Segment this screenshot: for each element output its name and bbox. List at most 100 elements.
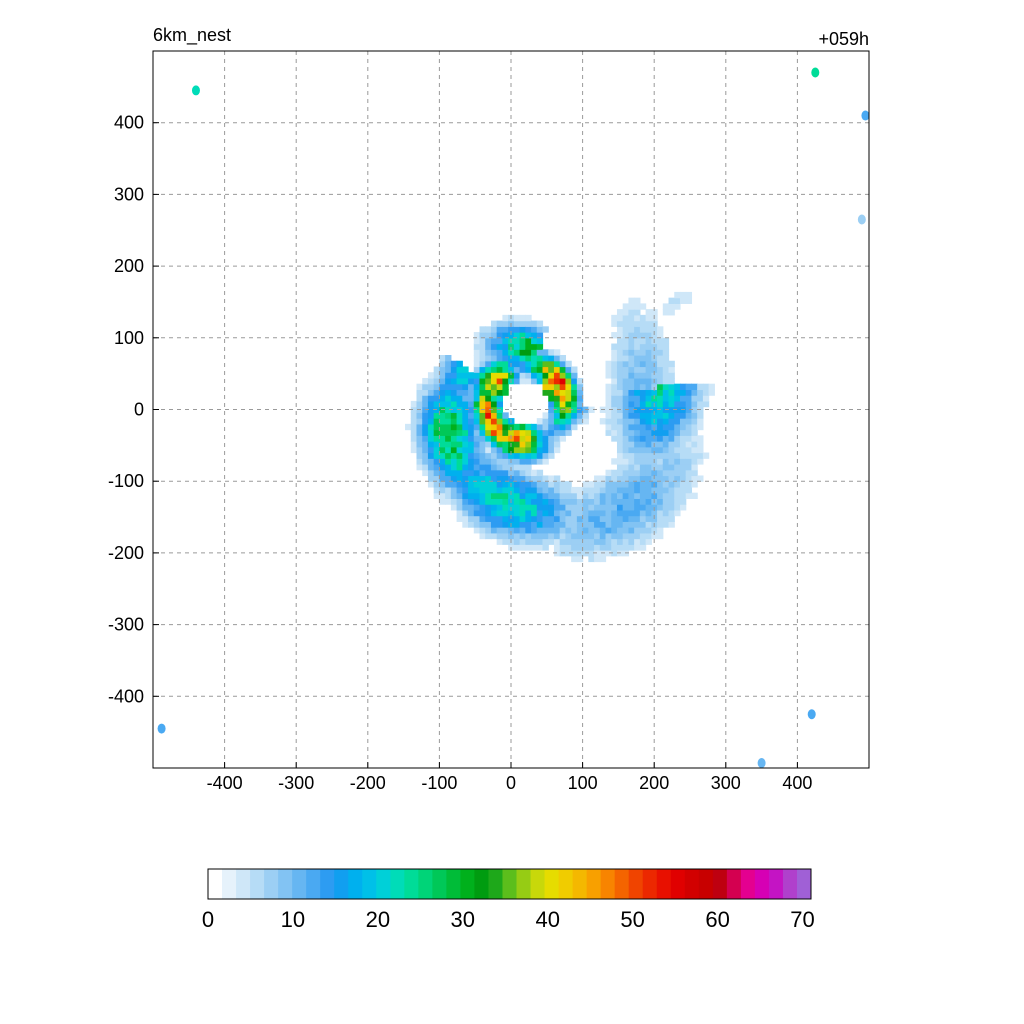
heatmap-cell bbox=[685, 463, 693, 471]
heatmap-cell bbox=[490, 366, 498, 373]
heatmap-cell bbox=[645, 412, 652, 419]
heatmap-cell bbox=[513, 527, 521, 534]
heatmap-cell bbox=[536, 446, 544, 454]
heatmap-cell bbox=[490, 532, 498, 540]
heatmap-cell bbox=[479, 481, 486, 488]
heatmap-cell bbox=[445, 429, 452, 436]
heatmap-cell bbox=[525, 349, 532, 356]
heatmap-cell bbox=[611, 481, 618, 488]
heatmap-cell bbox=[559, 481, 567, 488]
heatmap-cell bbox=[594, 521, 601, 528]
heatmap-cell bbox=[645, 366, 652, 373]
heatmap-cell bbox=[565, 521, 572, 528]
heatmap-cell bbox=[634, 377, 641, 385]
heatmap-cell bbox=[657, 355, 664, 362]
heatmap-cell bbox=[439, 441, 446, 448]
heatmap-cell bbox=[679, 446, 687, 454]
heatmap-cell bbox=[565, 509, 572, 517]
heatmap-cell bbox=[479, 521, 486, 528]
heatmap-cell bbox=[611, 532, 618, 540]
heatmap-cell bbox=[508, 326, 515, 333]
heatmap-cell bbox=[473, 423, 481, 431]
heatmap-cell bbox=[450, 360, 458, 368]
heatmap-cell bbox=[668, 441, 675, 448]
heatmap-cell bbox=[450, 469, 458, 477]
heatmap-cell bbox=[639, 521, 647, 528]
heatmap-cell bbox=[479, 332, 486, 339]
heatmap-cell bbox=[657, 326, 664, 333]
heatmap-cell bbox=[479, 458, 486, 465]
heatmap-cell bbox=[531, 343, 538, 350]
heatmap-cell bbox=[662, 412, 670, 419]
heatmap-cell bbox=[559, 521, 567, 528]
x-tick-label: -300 bbox=[278, 773, 314, 793]
heatmap-cell bbox=[468, 389, 475, 396]
heatmap-cell bbox=[439, 469, 446, 477]
heatmap-cell bbox=[571, 486, 578, 494]
colorbar-swatch bbox=[404, 869, 419, 899]
heatmap-cell bbox=[553, 360, 561, 368]
heatmap-cell bbox=[616, 527, 624, 534]
colorbar-swatch bbox=[390, 869, 405, 899]
heatmap-cell bbox=[634, 360, 641, 368]
heatmap-cell bbox=[468, 418, 475, 425]
heatmap-cell bbox=[542, 441, 549, 448]
heatmap-cell bbox=[473, 400, 481, 408]
heatmap-cell bbox=[622, 538, 630, 545]
heatmap-cell bbox=[691, 463, 698, 471]
heatmap-cell bbox=[422, 452, 429, 459]
heatmap-cell bbox=[605, 532, 612, 540]
heatmap-cell bbox=[645, 400, 652, 408]
heatmap-cell bbox=[473, 469, 481, 477]
heatmap-cell bbox=[531, 527, 538, 534]
heatmap-cell bbox=[588, 486, 595, 494]
heatmap-cell bbox=[565, 481, 572, 488]
heatmap-cell bbox=[611, 406, 618, 413]
heatmap-cell bbox=[708, 389, 715, 396]
heatmap-cell bbox=[553, 366, 561, 373]
heatmap-cell bbox=[674, 383, 681, 391]
heatmap-cell bbox=[553, 515, 561, 522]
heatmap-cell bbox=[485, 463, 492, 471]
colorbar-swatch bbox=[754, 869, 770, 899]
heatmap-cell bbox=[559, 544, 567, 551]
heatmap-cell bbox=[611, 527, 618, 534]
heatmap-cell bbox=[628, 412, 635, 419]
heatmap-speckle bbox=[857, 214, 866, 225]
heatmap-cell bbox=[450, 504, 458, 511]
heatmap-cell bbox=[691, 475, 698, 482]
heatmap-cell bbox=[639, 458, 647, 465]
heatmap-cell bbox=[662, 452, 670, 459]
heatmap-cell bbox=[616, 418, 624, 425]
colorbar-swatch bbox=[586, 869, 602, 899]
heatmap-cell bbox=[553, 492, 561, 500]
heatmap-cell bbox=[657, 463, 664, 471]
heatmap-cell bbox=[622, 463, 630, 471]
heatmap-cell bbox=[662, 343, 670, 350]
heatmap-cell bbox=[490, 320, 498, 327]
heatmap-cell bbox=[525, 441, 532, 448]
heatmap-cell bbox=[542, 423, 549, 431]
heatmap-cell bbox=[485, 446, 492, 454]
heatmap-cell bbox=[594, 544, 601, 551]
heatmap-cell bbox=[519, 486, 526, 494]
heatmap-cell bbox=[450, 383, 458, 391]
heatmap-cell bbox=[576, 389, 584, 396]
heatmap-cell bbox=[634, 463, 641, 471]
heatmap-cell bbox=[502, 337, 509, 345]
heatmap-cell bbox=[651, 326, 658, 333]
heatmap-cell bbox=[616, 337, 624, 345]
heatmap-cell bbox=[456, 492, 463, 500]
heatmap-cell bbox=[645, 326, 652, 333]
heatmap-cell bbox=[576, 521, 584, 528]
heatmap-cell bbox=[490, 332, 498, 339]
heatmap-cell bbox=[542, 458, 549, 465]
heatmap-cell bbox=[548, 532, 555, 540]
heatmap-cell bbox=[685, 446, 693, 454]
heatmap-cell bbox=[456, 446, 463, 454]
heatmap-cell bbox=[450, 441, 458, 448]
heatmap-cell bbox=[485, 527, 492, 534]
heatmap-cell bbox=[536, 418, 544, 425]
heatmap-cell bbox=[490, 515, 498, 522]
heatmap-cell bbox=[496, 452, 504, 459]
